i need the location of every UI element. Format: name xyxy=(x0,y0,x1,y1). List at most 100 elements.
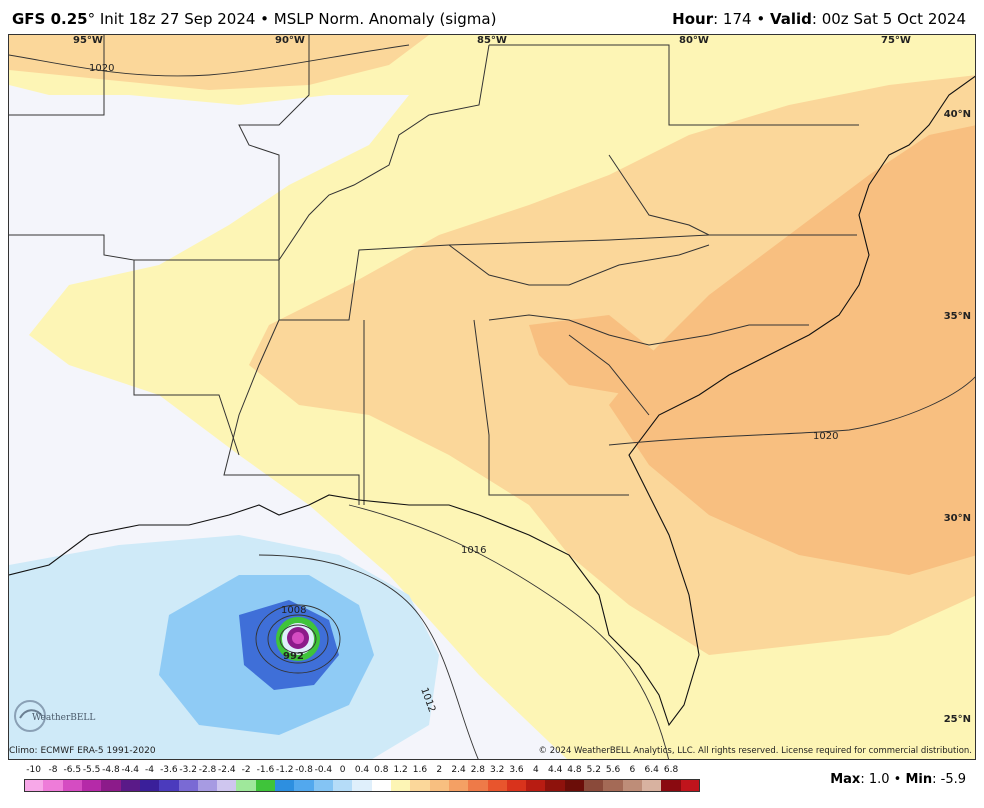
model-name: GFS 0.25 xyxy=(12,10,88,28)
logo-text: WeatherBELL xyxy=(32,713,95,723)
colorbar-swatch xyxy=(352,779,373,792)
colorbar-tick-label: 2.8 xyxy=(470,765,486,775)
colorbar-swatch xyxy=(159,779,179,792)
isobar-label: 1020 xyxy=(89,63,114,74)
max-min-readout: Max: 1.0 • Min: -5.9 xyxy=(830,772,966,787)
max-min-separator: • xyxy=(889,772,906,787)
colorbar-tick-label: -4.8 xyxy=(102,765,120,775)
colorbar-swatch xyxy=(680,779,701,792)
storm-core-magenta xyxy=(292,632,304,644)
colorbar-swatch xyxy=(197,779,218,792)
copyright-note: © 2024 WeatherBELL Analytics, LLC. All r… xyxy=(538,746,972,756)
colorbar-tick-label: 0.4 xyxy=(354,765,370,775)
colorbar-swatch xyxy=(506,779,527,792)
isobars xyxy=(9,44,975,759)
colorbar-frame xyxy=(24,779,700,792)
colorbar-swatch xyxy=(468,779,489,792)
coastline xyxy=(9,75,975,727)
map-title: GFS 0.25° Init 18z 27 Sep 2024 • MSLP No… xyxy=(12,10,496,28)
colorbar-swatch xyxy=(622,779,643,792)
colorbar-tick-label: 1.2 xyxy=(393,765,408,775)
valid-time: Hour: 174 • Valid: 00z Sat 5 Oct 2024 xyxy=(672,10,966,28)
valid-value: : 00z Sat 5 Oct 2024 xyxy=(811,10,966,28)
colorbar-tick-label: -1.2 xyxy=(275,765,294,775)
forecast-map: 1020 1020 1016 1012 1008 992 95°W 90°W 8… xyxy=(8,34,976,760)
colorbar-swatch xyxy=(236,779,257,792)
colorbar-tick-label: 0.8 xyxy=(374,765,389,775)
colorbar-swatch xyxy=(429,779,450,792)
min-label: Min xyxy=(905,772,933,787)
max-label: Max xyxy=(830,772,861,787)
colorbar-swatch xyxy=(178,779,199,792)
positive-anomaly-strong-inland xyxy=(529,315,659,395)
valid-separator: • xyxy=(751,10,770,28)
colorbar-tick-label: 0 xyxy=(339,765,346,775)
max-value: : 1.0 xyxy=(860,772,890,787)
colorbar-swatch xyxy=(294,779,315,792)
colorbar-swatch xyxy=(275,779,295,792)
colorbar-tick-label: -3.2 xyxy=(179,765,197,775)
colorbar-tick-label: -0.4 xyxy=(314,765,333,775)
hour-label: Hour xyxy=(672,10,714,28)
colorbar-tick-label: 6.4 xyxy=(644,765,659,775)
colorbar-tick-label: -4 xyxy=(145,765,155,775)
hour-value: : 174 xyxy=(713,10,752,28)
colorbar-swatch xyxy=(255,779,276,792)
colorbar-tick-label: -10 xyxy=(26,765,42,775)
isobar-label: 1020 xyxy=(813,431,838,442)
isobar-label: 1016 xyxy=(461,545,486,556)
colorbar-swatch xyxy=(333,779,353,792)
colorbar-tick-label: 6.8 xyxy=(663,765,679,775)
weatherbell-logo: WeatherBELL xyxy=(14,700,95,732)
colorbar-tick-label: 2 xyxy=(436,765,443,775)
colorbar-swatch xyxy=(603,779,624,792)
colorbar-swatch xyxy=(564,779,585,792)
degree-mark: ° xyxy=(87,10,96,28)
colorbar-tick-label: -6.5 xyxy=(63,765,82,775)
colorbar-tick-label: 6 xyxy=(629,765,636,775)
colorbar-swatch xyxy=(545,779,566,792)
colorbar-swatch xyxy=(448,779,469,792)
colorbar-tick-label: -2 xyxy=(241,765,251,775)
colorbar-swatch xyxy=(43,779,64,792)
colorbar-tick-label: -2.8 xyxy=(198,765,217,775)
colorbar-swatch xyxy=(584,779,604,792)
colorbar-tick-label: 5.6 xyxy=(605,765,621,775)
colorbar-tick-label: -5.5 xyxy=(82,765,101,775)
colorbar-tick-label: 2.4 xyxy=(451,765,466,775)
header: GFS 0.25° Init 18z 27 Sep 2024 • MSLP No… xyxy=(0,0,984,34)
colorbar-tick-label: 1.6 xyxy=(412,765,428,775)
colorbar-swatch xyxy=(139,779,160,792)
longitude-label: 85°W xyxy=(477,35,507,46)
colorbar-tick-label: 4.4 xyxy=(547,765,563,775)
latitude-label: 25°N xyxy=(943,714,971,725)
min-value: : -5.9 xyxy=(932,772,966,787)
colorbar-swatch xyxy=(120,779,141,792)
colorbar-tick-label: 4.8 xyxy=(567,765,582,775)
colorbar-swatch xyxy=(313,779,334,792)
colorbar-swatch xyxy=(371,779,392,792)
colorbar-tick-label: 4 xyxy=(532,765,539,775)
colorbar-tick-label: -0.8 xyxy=(295,765,313,775)
colorbar-swatch xyxy=(62,779,83,792)
colorbar-swatch xyxy=(101,779,122,792)
colorbar: -10 -8 -6.5 -5.5 -4.8 -4.4 -4 -3.6 -3.2 -2.8 -2.4-… xyxy=(16,765,706,805)
map-canvas: 1020 1020 1016 1012 1008 992 xyxy=(9,35,975,759)
colorbar-tick-label: 3.6 xyxy=(509,765,524,775)
colorbar-swatch xyxy=(81,779,102,792)
longitude-label: 95°W xyxy=(73,35,103,46)
latitude-label: 30°N xyxy=(943,513,971,524)
longitude-label: 90°W xyxy=(275,35,305,46)
valid-label: Valid xyxy=(769,10,812,28)
colorbar-swatch xyxy=(642,779,662,792)
colorbar-swatch xyxy=(526,779,546,792)
colorbar-tick-label: -1.6 xyxy=(256,765,275,775)
latitude-label: 35°N xyxy=(943,311,971,322)
longitude-label: 80°W xyxy=(679,35,709,46)
colorbar-tick-label: 5.2 xyxy=(586,765,601,775)
positive-anomaly-strong xyxy=(609,125,975,575)
colorbar-swatch xyxy=(661,779,682,792)
colorbar-swatch xyxy=(390,779,411,792)
isobar-label: 992 xyxy=(283,651,304,662)
positive-anomaly-medium-north xyxy=(9,35,429,90)
